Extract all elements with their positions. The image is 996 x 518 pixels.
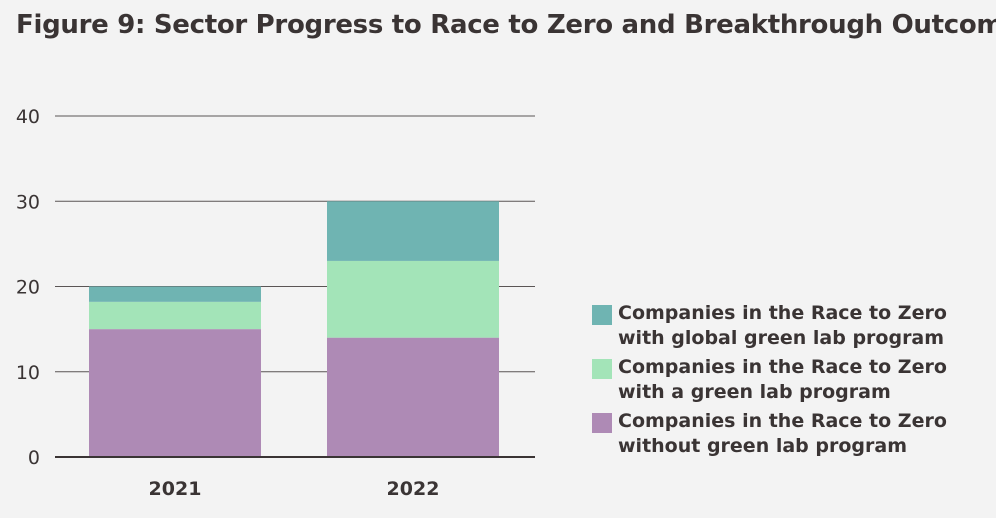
y-tick-label: 30 xyxy=(16,191,40,213)
legend-swatch-global-green-lab xyxy=(592,305,612,325)
bar-segment-2021-series-0 xyxy=(89,329,261,457)
legend-label-line: Companies in the Race to Zero xyxy=(618,356,947,378)
x-tick-label: 2022 xyxy=(387,478,440,500)
legend-label-line: without green lab program xyxy=(618,435,907,457)
chart-title: Figure 9: Sector Progress to Race to Zer… xyxy=(16,10,996,40)
y-tick-label: 10 xyxy=(16,362,40,384)
legend-label-line: Companies in the Race to Zero xyxy=(618,302,947,324)
legend-item-global-green-lab: Companies in the Race to Zero with globa… xyxy=(592,301,992,351)
y-tick-label: 20 xyxy=(16,277,40,299)
legend-swatch-without-green-lab xyxy=(592,413,612,433)
chart-legend: Companies in the Race to Zero with globa… xyxy=(592,301,992,463)
legend-item-without-green-lab: Companies in the Race to Zero without gr… xyxy=(592,409,992,459)
legend-label-line: with a green lab program xyxy=(618,381,891,403)
bar-segment-2022-series-2 xyxy=(327,201,499,261)
legend-label-without-green-lab: Companies in the Race to Zero without gr… xyxy=(618,409,947,459)
bar-segment-2022-series-0 xyxy=(327,337,499,457)
legend-swatch-green-lab xyxy=(592,359,612,379)
y-tick-label: 0 xyxy=(28,447,40,469)
legend-label-line: with global green lab program xyxy=(618,327,945,349)
legend-label-green-lab: Companies in the Race to Zero with a gre… xyxy=(618,355,947,405)
legend-label-line: Companies in the Race to Zero xyxy=(618,410,947,432)
legend-label-global-green-lab: Companies in the Race to Zero with globa… xyxy=(618,301,947,351)
bar-segment-2021-series-1 xyxy=(89,301,261,330)
y-tick-label: 40 xyxy=(16,106,40,128)
x-tick-label: 2021 xyxy=(149,478,202,500)
legend-item-green-lab: Companies in the Race to Zero with a gre… xyxy=(592,355,992,405)
bar-segment-2021-series-2 xyxy=(89,286,261,302)
bar-segment-2022-series-1 xyxy=(327,260,499,338)
